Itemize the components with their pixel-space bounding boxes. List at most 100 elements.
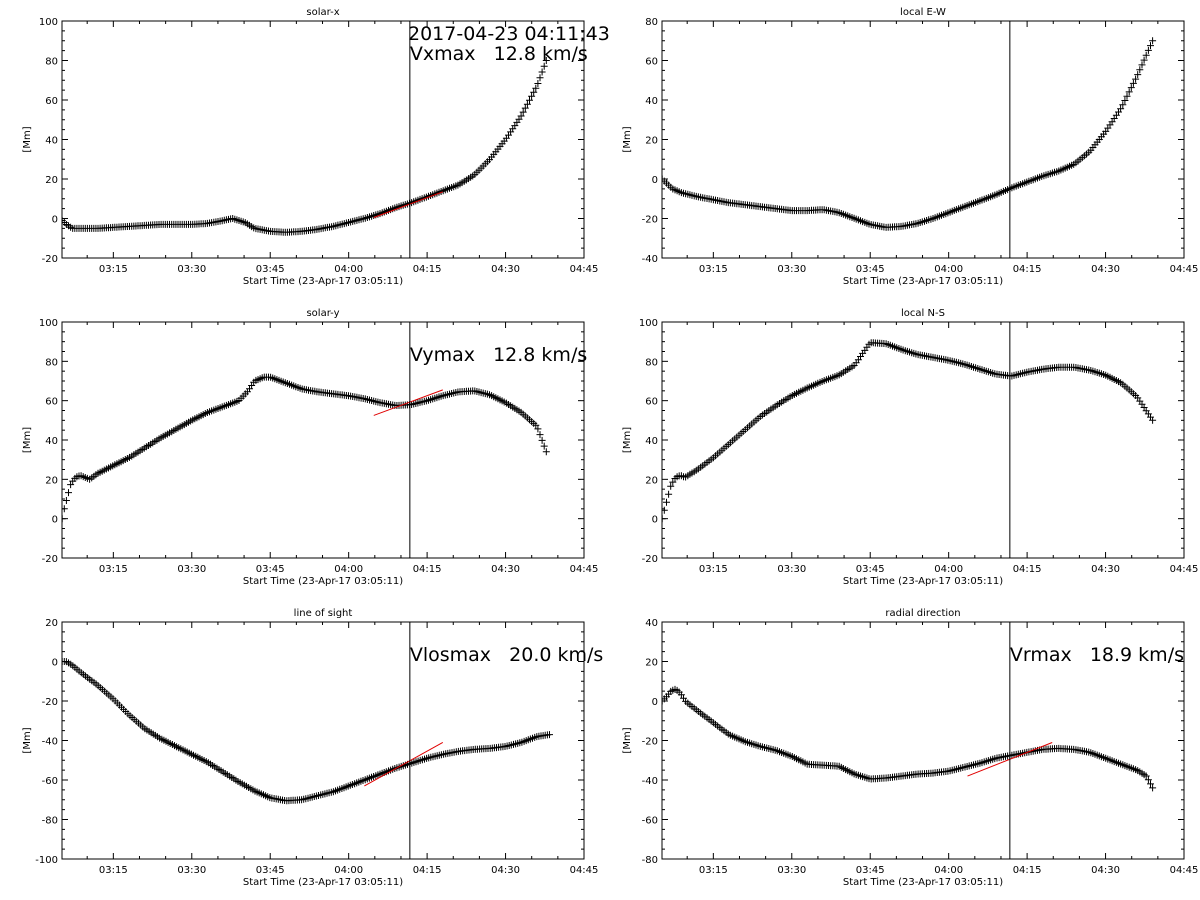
x-tick-label: 04:15 bbox=[413, 865, 442, 876]
y-tick-label: -40 bbox=[642, 776, 658, 787]
y-tick-label: -20 bbox=[42, 697, 58, 708]
velocity-annotation: Vxmax 12.8 km/s bbox=[410, 43, 588, 65]
x-tick-label: 04:45 bbox=[1170, 865, 1199, 876]
velocity-annotation: Vrmax 18.9 km/s bbox=[1010, 644, 1184, 666]
x-tick-label: 04:30 bbox=[491, 264, 520, 275]
x-tick-label: 03:45 bbox=[856, 564, 885, 575]
x-tick-label: 03:45 bbox=[256, 865, 285, 876]
timestamp: 2017-04-23 04:11:43 bbox=[408, 23, 610, 45]
x-tick-label: 03:45 bbox=[856, 865, 885, 876]
x-tick-label: 03:30 bbox=[777, 865, 806, 876]
y-tick-label: 0 bbox=[52, 215, 58, 226]
data-series bbox=[662, 37, 1157, 231]
y-tick-label: 80 bbox=[645, 17, 658, 28]
panel-4: local N-S -20 0 20 40 60 80 100 03:15 03:30 03:45 0… bbox=[622, 308, 1198, 587]
y-tick-label: 40 bbox=[645, 436, 658, 447]
fit-line bbox=[373, 389, 443, 416]
y-tick-label: 100 bbox=[39, 318, 58, 329]
panel-title: solar-y bbox=[306, 308, 339, 319]
x-tick-label: 04:00 bbox=[934, 865, 963, 876]
x-tick-label: 03:45 bbox=[856, 264, 885, 275]
x-tick-label: 03:15 bbox=[99, 264, 128, 275]
y-tick-label: 40 bbox=[645, 618, 658, 629]
panel-2: local E-W -40 -20 0 20 40 60 80 03:15 03:30 03:45 0… bbox=[622, 7, 1198, 287]
x-tick-label: 03:45 bbox=[256, 264, 285, 275]
y-tick-label: 20 bbox=[45, 475, 58, 486]
panel-title: solar-x bbox=[306, 7, 339, 18]
y-tick-label: 60 bbox=[645, 397, 658, 408]
y-tick-label: 20 bbox=[45, 175, 58, 186]
x-tick-label: 04:00 bbox=[334, 865, 363, 876]
y-tick-label: 0 bbox=[652, 697, 658, 708]
y-tick-label: 0 bbox=[652, 175, 658, 186]
y-tick-label: 80 bbox=[45, 57, 58, 68]
y-tick-label: 20 bbox=[645, 658, 658, 669]
y-tick-label: -20 bbox=[42, 254, 58, 265]
velocity-annotation: Vlosmax 20.0 km/s bbox=[410, 644, 603, 666]
y-tick-label: -20 bbox=[642, 737, 658, 748]
y-tick-label: 20 bbox=[645, 136, 658, 147]
panel-3: solar-y -20 0 20 40 60 80 100 03:15 03:30 03:45 04:… bbox=[22, 308, 598, 587]
x-axis-label: Start Time (23-Apr-17 03:05:11) bbox=[243, 877, 403, 888]
x-tick-label: 04:15 bbox=[413, 564, 442, 575]
x-tick-label: 04:45 bbox=[570, 264, 599, 275]
x-tick-label: 04:00 bbox=[334, 564, 363, 575]
data-point-markers bbox=[62, 57, 550, 236]
y-axis-label: [Mm] bbox=[22, 427, 33, 453]
data-series bbox=[62, 373, 550, 523]
panel-title: line of sight bbox=[294, 608, 353, 619]
y-tick-label: 80 bbox=[45, 357, 58, 368]
x-tick-label: 03:30 bbox=[177, 865, 206, 876]
y-tick-label: 60 bbox=[45, 96, 58, 107]
y-tick-label: -80 bbox=[642, 855, 658, 866]
x-tick-label: 04:30 bbox=[1091, 865, 1120, 876]
data-series bbox=[662, 685, 1157, 792]
y-axis-label: [Mm] bbox=[622, 427, 633, 453]
y-tick-label: 20 bbox=[45, 618, 58, 629]
panel-title: local E-W bbox=[900, 7, 946, 18]
x-tick-label: 04:45 bbox=[1170, 264, 1199, 275]
y-tick-label: -40 bbox=[642, 254, 658, 265]
fit-line bbox=[373, 191, 443, 218]
y-tick-label: -80 bbox=[42, 816, 58, 827]
y-tick-label: -20 bbox=[42, 554, 58, 565]
data-series bbox=[62, 658, 553, 805]
panel-5: line of sight -100 -80 -60 -40 -20 0 20 03:15 03:… bbox=[22, 608, 603, 888]
fit-line bbox=[364, 742, 444, 787]
x-tick-label: 04:00 bbox=[934, 564, 963, 575]
y-tick-label: 100 bbox=[39, 17, 58, 28]
x-tick-label: 04:30 bbox=[1091, 264, 1120, 275]
panel-6: radial direction -80 -60 -40 -20 0 20 40 03:15 03… bbox=[622, 608, 1198, 888]
y-tick-label: 40 bbox=[45, 436, 58, 447]
data-point-markers bbox=[662, 37, 1157, 231]
x-axis-label: Start Time (23-Apr-17 03:05:11) bbox=[843, 576, 1003, 587]
x-tick-label: 03:30 bbox=[177, 564, 206, 575]
y-tick-label: 40 bbox=[45, 136, 58, 147]
y-axis-label: [Mm] bbox=[22, 727, 33, 753]
y-tick-label: 0 bbox=[652, 515, 658, 526]
y-tick-label: -100 bbox=[35, 855, 58, 866]
data-point-markers bbox=[662, 685, 1157, 792]
x-tick-label: 03:15 bbox=[699, 865, 728, 876]
y-axis-label: [Mm] bbox=[622, 126, 633, 152]
y-tick-label: 40 bbox=[645, 96, 658, 107]
x-tick-label: 04:15 bbox=[1013, 564, 1042, 575]
x-tick-label: 04:45 bbox=[570, 865, 599, 876]
panel-1: solar-x -20 0 20 40 60 80 100 03:15 03:30 03:45 04:… bbox=[22, 7, 598, 287]
data-point-markers bbox=[62, 658, 553, 805]
data-series bbox=[662, 339, 1157, 523]
y-tick-label: -60 bbox=[642, 816, 658, 827]
panel-title: radial direction bbox=[885, 608, 960, 619]
x-tick-label: 03:15 bbox=[699, 564, 728, 575]
x-tick-label: 03:30 bbox=[777, 564, 806, 575]
y-axis-label: [Mm] bbox=[622, 727, 633, 753]
x-axis-label: Start Time (23-Apr-17 03:05:11) bbox=[843, 276, 1003, 287]
x-axis-label: Start Time (23-Apr-17 03:05:11) bbox=[843, 877, 1003, 888]
x-tick-label: 03:15 bbox=[99, 564, 128, 575]
y-tick-label: -60 bbox=[42, 776, 58, 787]
data-point-markers bbox=[662, 339, 1157, 523]
y-tick-label: -20 bbox=[642, 554, 658, 565]
x-tick-label: 03:30 bbox=[777, 264, 806, 275]
x-axis-label: Start Time (23-Apr-17 03:05:11) bbox=[243, 576, 403, 587]
